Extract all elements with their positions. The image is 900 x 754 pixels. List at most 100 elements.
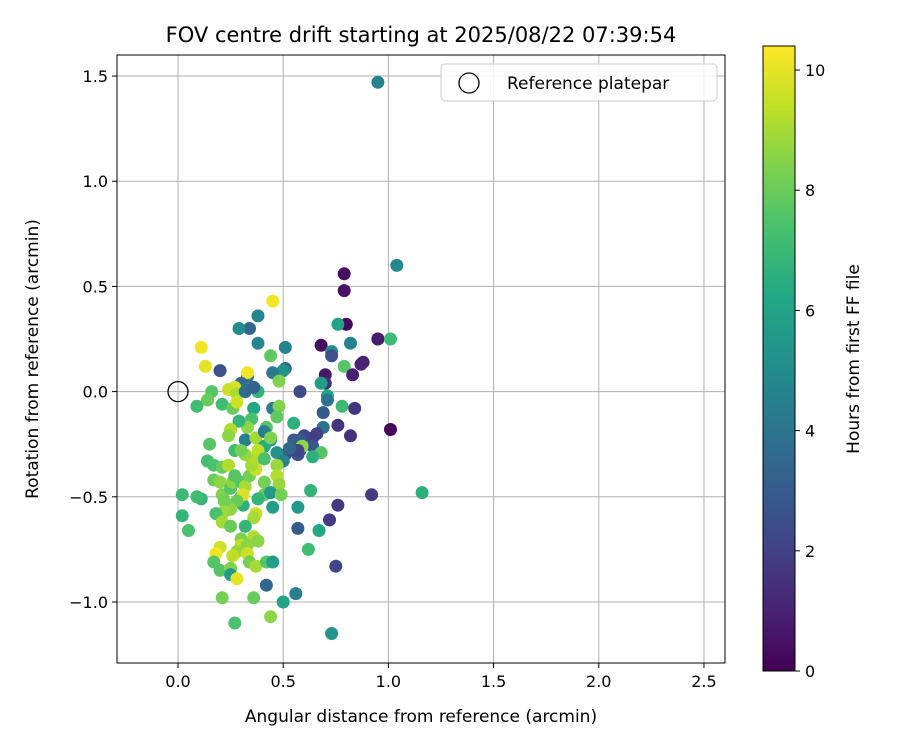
data-point bbox=[243, 322, 256, 335]
data-point bbox=[247, 591, 261, 605]
y-tick-label: 0.0 bbox=[83, 383, 108, 402]
data-point bbox=[213, 563, 227, 577]
data-points bbox=[175, 75, 429, 640]
colorbar-label: Hours from first FF file bbox=[844, 264, 864, 454]
data-point bbox=[301, 542, 315, 556]
data-point bbox=[264, 486, 278, 500]
data-point bbox=[314, 376, 328, 390]
data-point bbox=[232, 322, 246, 335]
y-tick-label: 1.5 bbox=[83, 67, 108, 86]
data-point bbox=[194, 340, 208, 354]
data-point bbox=[276, 364, 290, 378]
data-point bbox=[226, 549, 240, 563]
data-point bbox=[283, 441, 296, 455]
data-point bbox=[190, 399, 204, 413]
colorbar-tick-label: 6 bbox=[805, 301, 815, 320]
colorbar-tick-label: 2 bbox=[805, 542, 815, 561]
data-point bbox=[331, 498, 345, 512]
data-point bbox=[371, 75, 385, 89]
data-point bbox=[222, 458, 235, 472]
data-point bbox=[198, 359, 212, 373]
data-point bbox=[384, 332, 397, 346]
data-point bbox=[215, 397, 229, 411]
data-point bbox=[264, 431, 278, 445]
data-point bbox=[259, 578, 273, 592]
data-point bbox=[264, 610, 278, 624]
data-point bbox=[348, 401, 362, 415]
legend-box bbox=[440, 63, 718, 102]
reference-marker bbox=[167, 380, 189, 403]
x-axis-label: Angular distance from reference (arcmin) bbox=[245, 707, 597, 727]
data-point bbox=[272, 477, 286, 491]
data-point bbox=[247, 511, 261, 525]
data-point bbox=[304, 484, 318, 497]
colorbar bbox=[762, 45, 796, 672]
data-point bbox=[312, 524, 326, 537]
chart-title: FOV centre drift starting at 2025/08/22 … bbox=[166, 23, 677, 47]
x-axis-ticks: 0.0 0.5 1.0 1.5 2.0 2.5 bbox=[165, 663, 717, 691]
data-point bbox=[251, 534, 265, 548]
y-tick-label: 0.5 bbox=[83, 277, 108, 296]
data-point bbox=[323, 513, 336, 527]
data-point bbox=[278, 340, 292, 354]
data-point bbox=[264, 349, 278, 363]
data-point bbox=[415, 486, 429, 500]
data-point bbox=[247, 401, 261, 415]
data-point bbox=[314, 338, 328, 352]
data-point bbox=[232, 414, 246, 428]
data-point bbox=[266, 555, 280, 569]
data-point bbox=[291, 500, 305, 514]
y-tick-label: −0.5 bbox=[69, 488, 108, 507]
data-point bbox=[354, 357, 368, 371]
legend-marker-reference bbox=[458, 72, 480, 94]
data-point bbox=[276, 595, 290, 609]
data-point bbox=[182, 524, 195, 537]
data-point bbox=[272, 374, 286, 388]
data-point bbox=[325, 349, 339, 363]
plot-area-frame bbox=[116, 54, 726, 664]
data-point bbox=[266, 500, 280, 514]
data-point bbox=[329, 559, 343, 573]
colorbar-tick-label: 10 bbox=[805, 61, 825, 80]
data-point bbox=[175, 488, 189, 502]
data-point bbox=[190, 490, 204, 504]
data-point bbox=[238, 433, 252, 447]
data-point bbox=[251, 336, 265, 350]
data-point bbox=[249, 559, 263, 573]
data-point bbox=[344, 336, 357, 350]
data-point bbox=[274, 488, 288, 502]
data-point bbox=[257, 475, 271, 489]
data-point bbox=[270, 410, 284, 424]
data-point bbox=[270, 458, 284, 472]
data-point bbox=[325, 627, 339, 640]
data-point bbox=[337, 359, 351, 373]
data-point bbox=[316, 406, 330, 420]
data-point bbox=[346, 368, 360, 382]
data-point bbox=[320, 393, 334, 407]
legend: Reference platepar bbox=[440, 63, 718, 102]
y-tick-label: 1.0 bbox=[83, 172, 108, 191]
colorbar-tick-label: 0 bbox=[805, 662, 815, 681]
x-tick-label: 0.5 bbox=[270, 672, 295, 691]
data-point bbox=[293, 385, 307, 399]
data-point bbox=[371, 332, 385, 346]
x-tick-label: 1.0 bbox=[376, 672, 401, 691]
y-axis-ticks: −1.0 −0.5 0.0 0.5 1.0 1.5 bbox=[69, 67, 117, 612]
data-point bbox=[306, 450, 320, 464]
x-tick-label: 0.0 bbox=[165, 672, 190, 691]
data-point bbox=[289, 587, 303, 601]
data-point bbox=[287, 416, 301, 430]
legend-entry-reference: Reference platepar bbox=[507, 74, 669, 94]
colorbar-tick-label: 4 bbox=[805, 422, 815, 441]
data-point bbox=[291, 521, 305, 535]
data-point bbox=[251, 309, 265, 323]
reference-platepar-point bbox=[167, 380, 189, 403]
colorbar-ticks: 0 2 4 6 8 10 bbox=[795, 61, 825, 681]
data-point bbox=[384, 423, 397, 436]
x-tick-label: 2.5 bbox=[691, 672, 716, 691]
data-point bbox=[390, 258, 404, 272]
data-point bbox=[222, 429, 235, 443]
data-point bbox=[331, 418, 345, 432]
data-point bbox=[266, 294, 280, 308]
